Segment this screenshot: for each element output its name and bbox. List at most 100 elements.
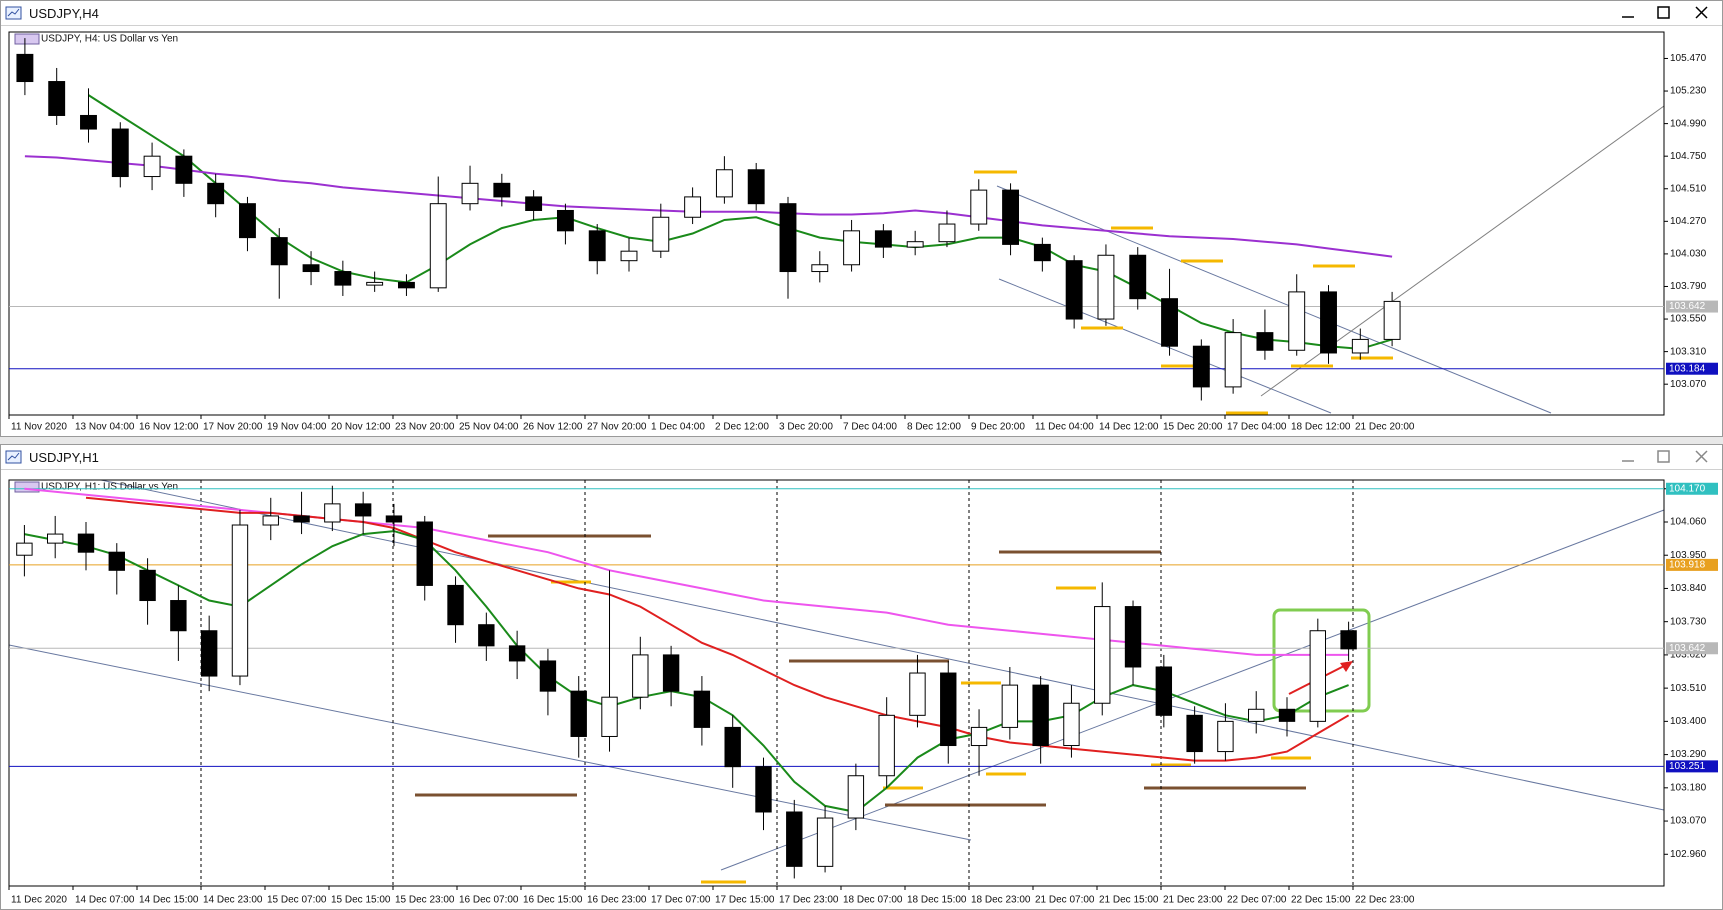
chart-window: USDJPY,H4 USDJPY, H4: US Dollar vs Yen 11… xyxy=(0,0,1723,437)
candle-body xyxy=(693,690,711,728)
candle-body xyxy=(207,182,225,205)
y-tick-label: 103.310 xyxy=(1670,346,1707,357)
candle-body xyxy=(46,533,64,544)
candle-body xyxy=(447,584,464,626)
window-controls[interactable] xyxy=(1612,3,1722,23)
candle-body xyxy=(461,182,479,205)
candle-body xyxy=(632,654,649,698)
y-tick-label: 103.510 xyxy=(1670,683,1707,694)
candle-body xyxy=(80,114,97,130)
y-tick-label: 103.290 xyxy=(1670,749,1707,760)
x-tick-label: 1 Dec 04:00 xyxy=(651,422,705,433)
chart-subtitle: USDJPY, H4: US Dollar vs Yen xyxy=(41,34,178,45)
plot-frame xyxy=(8,479,1665,887)
chart: USDJPY, H1: US Dollar vs Yen 11 Dec 2020 1… xyxy=(8,479,1718,906)
x-tick-label: 18 Dec 15:00 xyxy=(907,895,967,906)
candle-body xyxy=(170,600,187,632)
window-title: USDJPY,H1 xyxy=(29,449,99,465)
candle-body xyxy=(652,216,670,252)
x-tick-label: 17 Dec 23:00 xyxy=(779,895,839,906)
y-tick-label: 103.400 xyxy=(1670,716,1707,727)
y-tick-label: 105.470 xyxy=(1670,53,1707,64)
x-tick-label: 14 Dec 15:00 xyxy=(139,895,199,906)
y-tick-label: 104.750 xyxy=(1670,151,1707,162)
x-tick-label: 22 Dec 15:00 xyxy=(1291,895,1351,906)
y-tick-label: 103.070 xyxy=(1670,379,1707,390)
x-tick-label: 18 Dec 23:00 xyxy=(971,895,1031,906)
candle-body xyxy=(906,241,924,248)
x-tick-label: 9 Dec 20:00 xyxy=(971,422,1025,433)
candle-body xyxy=(1278,708,1296,722)
candle-body xyxy=(416,521,433,586)
price-label: 103.251 xyxy=(1669,761,1706,772)
candle-body xyxy=(334,271,352,286)
indicator-line xyxy=(87,94,1393,350)
candle-body xyxy=(1351,338,1369,354)
candle-body xyxy=(601,696,618,737)
y-tick-label: 104.270 xyxy=(1670,216,1707,227)
x-tick-label: 3 Dec 20:00 xyxy=(779,422,833,433)
candle-body xyxy=(1129,254,1147,300)
candle-body xyxy=(262,515,279,526)
x-tick-label: 14 Dec 07:00 xyxy=(75,895,135,906)
candle-body xyxy=(270,237,288,266)
y-tick-label: 102.960 xyxy=(1670,849,1707,860)
window-title: USDJPY,H4 xyxy=(29,5,99,21)
chart-icon xyxy=(14,481,40,493)
candle-body xyxy=(909,672,926,716)
window-icon xyxy=(5,6,22,20)
candle-body xyxy=(1094,606,1111,704)
x-tick-label: 11 Dec 04:00 xyxy=(1035,422,1094,433)
candle-body xyxy=(108,551,125,571)
title-bar: USDJPY,H1 xyxy=(1,445,1722,470)
y-tick-label: 104.060 xyxy=(1670,517,1707,528)
candle-body xyxy=(724,726,741,768)
candle-body xyxy=(139,569,156,602)
y-tick-label: 103.790 xyxy=(1670,281,1707,292)
candle-body xyxy=(1155,666,1173,716)
y-tick-label: 104.990 xyxy=(1670,118,1707,129)
price-label: 103.642 xyxy=(1669,301,1706,312)
x-tick-label: 15 Dec 15:00 xyxy=(331,895,391,906)
x-tick-label: 19 Nov 04:00 xyxy=(267,422,327,433)
y-tick-label: 103.620 xyxy=(1670,650,1707,661)
price-label: 103.642 xyxy=(1669,643,1706,654)
candle-body xyxy=(239,203,256,239)
candle-body xyxy=(1161,298,1178,347)
candle-body xyxy=(366,281,384,286)
candle-body xyxy=(1002,189,1020,245)
candle-body xyxy=(843,230,861,266)
x-tick-label: 18 Dec 07:00 xyxy=(843,895,903,906)
candle-body xyxy=(970,726,988,747)
candle-body xyxy=(684,196,702,218)
candle-body xyxy=(1033,243,1051,262)
candle-body xyxy=(570,690,587,737)
candle-body xyxy=(938,223,956,243)
y-tick-label: 103.730 xyxy=(1670,616,1707,627)
candle-body xyxy=(1124,606,1142,668)
x-tick-label: 17 Nov 20:00 xyxy=(203,422,263,433)
chart-subtitle: USDJPY, H1: US Dollar vs Yen xyxy=(41,482,178,493)
candle-body xyxy=(874,230,892,248)
y-tick-label: 103.550 xyxy=(1670,314,1707,325)
candle-body xyxy=(143,155,161,178)
price-label-box xyxy=(1666,362,1718,375)
candle-body xyxy=(970,189,988,225)
window-controls[interactable] xyxy=(1612,447,1722,467)
indicator-line xyxy=(85,496,1350,762)
x-tick-label: 21 Dec 07:00 xyxy=(1035,895,1095,906)
x-tick-label: 23 Nov 20:00 xyxy=(395,422,455,433)
candle-body xyxy=(556,209,574,232)
candle-body xyxy=(293,515,310,523)
price-label-box xyxy=(1666,300,1718,313)
y-tick-label: 105.230 xyxy=(1670,86,1707,97)
x-tick-label: 17 Dec 04:00 xyxy=(1227,422,1287,433)
x-tick-label: 20 Nov 12:00 xyxy=(331,422,391,433)
x-tick-label: 14 Dec 23:00 xyxy=(203,895,263,906)
candle-body xyxy=(478,624,495,647)
candle-body xyxy=(77,533,95,553)
candle-body xyxy=(940,672,957,747)
candle-body xyxy=(1320,291,1337,354)
window-icon xyxy=(5,450,22,464)
